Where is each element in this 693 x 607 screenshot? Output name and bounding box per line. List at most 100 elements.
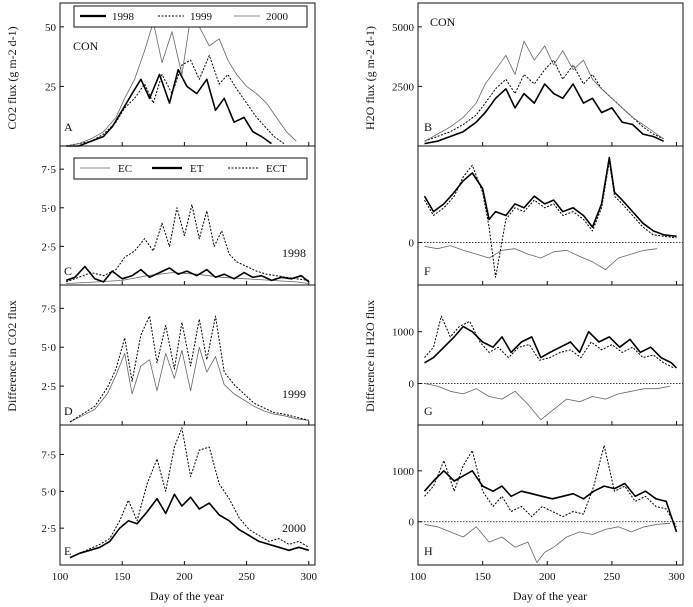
panel-c-series-et <box>65 265 310 283</box>
panel-f-series-ec <box>424 245 658 271</box>
panel-h-xtick-label: 100 <box>410 571 427 583</box>
panel-e-xtick-label: 100 <box>52 571 69 583</box>
panel-g-ytick-label: 1000 <box>392 327 415 339</box>
legend-years: 1998 1999 2000 <box>73 5 308 28</box>
panel-b-series-2000 <box>424 40 664 142</box>
panel-d-ytick-label: 7·5 <box>41 303 56 315</box>
left-xlabel: Day of the year <box>150 589 224 603</box>
panel-c: 2·5 5·0 7·5 C 1998 EC ET ECT <box>41 145 316 286</box>
panel-b-series-1999 <box>424 59 664 142</box>
panel-d-ytick-label: 2·5 <box>41 381 56 393</box>
left-top-ylabel: CO2 flux (g m-2 d-1) <box>5 26 19 129</box>
panel-e-frame <box>59 424 316 566</box>
panel-a-letter: A <box>64 120 73 134</box>
panel-c-ytick-label: 7·5 <box>41 164 56 176</box>
panel-a-series-1998 <box>66 68 272 147</box>
panel-g-series-ec <box>424 383 671 421</box>
panel-e-letter: E <box>64 544 71 558</box>
right-bottom-ylabel: Difference in H2O flux <box>363 300 377 412</box>
legend-1999-label: 1999 <box>190 11 213 23</box>
panel-b-letter: B <box>424 120 432 134</box>
panel-b-series-1998 <box>424 83 664 145</box>
panel-b-ytick-label: 5000 <box>392 22 415 34</box>
panel-e-series-et <box>69 493 310 559</box>
panel-h-ytick-label: 1000 <box>392 466 415 478</box>
panel-e-ytick-label: 7·5 <box>41 449 56 461</box>
panel-h-series-et <box>423 469 678 533</box>
panel-c-letter: C <box>64 264 72 278</box>
panel-f-ytick-label: 0 <box>409 238 415 250</box>
panel-d-plot: 2·5 5·0 7·5 <box>41 303 310 425</box>
panel-h-plot: 0 1000 100 150 200 250 300 <box>392 444 685 583</box>
right-xlabel: Day of the year <box>513 589 587 603</box>
panel-b: 2500 5000 B CON <box>392 2 684 147</box>
panel-h-series-ect <box>424 444 677 528</box>
panel-e-xtick-label: 200 <box>176 571 193 583</box>
panel-e: 2·5 5·0 7·5 100 150 200 250 300 E 2000 <box>41 424 318 583</box>
legend-ec-label: EC <box>118 163 132 175</box>
panel-g-letter: G <box>424 404 433 418</box>
panel-d-ytick-label: 5·0 <box>41 342 56 354</box>
panel-h-xtick-label: 200 <box>539 571 556 583</box>
panel-h: 0 1000 100 150 200 250 300 H <box>392 424 685 583</box>
panel-c-year: 1998 <box>282 246 306 260</box>
panel-g-series-ect <box>424 315 675 369</box>
panel-b-plot: 2500 5000 <box>392 22 678 146</box>
panel-e-xtick-label: 250 <box>238 571 255 583</box>
panel-g: 0 1000 G <box>392 284 684 426</box>
panel-f-plot: 0 <box>409 156 683 285</box>
panel-a-ytick-label: 50 <box>45 22 57 34</box>
panel-d-frame <box>59 284 316 426</box>
legend-et-label: ET <box>190 163 204 175</box>
panel-d-series-et <box>69 346 309 423</box>
panel-c-series-ect <box>66 204 309 283</box>
panel-f-series-ect <box>424 160 677 278</box>
panel-a-annotation: CON <box>73 39 99 53</box>
panel-h-series-ec <box>424 522 671 563</box>
legend-years-box <box>73 5 308 28</box>
legend-ect-label: ECT <box>266 163 287 175</box>
panel-h-frame <box>417 424 684 566</box>
panel-h-xtick-label: 300 <box>668 571 685 583</box>
legend-treatments-box <box>73 157 308 180</box>
panel-c-ytick-label: 5·0 <box>41 203 56 215</box>
panel-a-series-2000 <box>66 16 297 147</box>
legend-treatments: EC ET ECT <box>73 157 308 180</box>
panel-h-ytick-label: 0 <box>409 517 415 529</box>
panel-a-ytick-label: 25 <box>45 81 57 93</box>
panel-f-frame <box>417 145 684 286</box>
panel-d-year: 1999 <box>282 387 306 401</box>
left-bottom-ylabel: Difference in CO2 flux <box>5 300 19 411</box>
panel-e-xtick-label: 150 <box>114 571 131 583</box>
right-top-ylabel: H2O flux (g m-2 d-1) <box>363 26 377 130</box>
panel-e-series-ect <box>69 427 310 559</box>
panel-c-series-ec <box>66 272 309 284</box>
panel-d-letter: D <box>64 404 73 418</box>
panel-e-xtick-label: 300 <box>301 571 318 583</box>
panel-d: 2·5 5·0 7·5 D 1999 <box>41 284 316 426</box>
panel-e-ytick-label: 5·0 <box>41 486 56 498</box>
panel-a: 25 50 A CON 1998 1999 2000 <box>45 2 316 147</box>
panel-b-ytick-label: 2500 <box>392 81 415 93</box>
panel-c-plot: 2·5 5·0 7·5 <box>41 164 310 285</box>
legend-1998-label: 1998 <box>112 11 135 23</box>
panel-b-annotation: CON <box>430 15 456 29</box>
panel-h-letter: H <box>424 544 433 558</box>
panel-f-letter: F <box>424 264 431 278</box>
panel-g-ytick-label: 0 <box>409 379 415 391</box>
panel-e-year: 2000 <box>282 521 306 535</box>
panel-f: 0 F <box>409 145 684 286</box>
panel-g-frame <box>417 284 684 426</box>
panel-d-series-ect <box>69 315 309 423</box>
panel-f-series-et <box>423 156 677 238</box>
panel-e-plot: 2·5 5·0 7·5 100 150 200 250 300 <box>41 427 318 583</box>
panel-h-xtick-label: 150 <box>474 571 491 583</box>
legend-2000-label: 2000 <box>266 11 289 23</box>
panel-g-plot: 0 1000 <box>392 315 683 425</box>
panel-g-series-et <box>424 325 678 369</box>
panel-c-ytick-label: 2·5 <box>41 241 56 253</box>
panel-e-ytick-label: 2·5 <box>41 523 56 535</box>
panel-a-plot: 25 50 <box>45 16 310 147</box>
panel-a-series-1999 <box>66 54 285 147</box>
